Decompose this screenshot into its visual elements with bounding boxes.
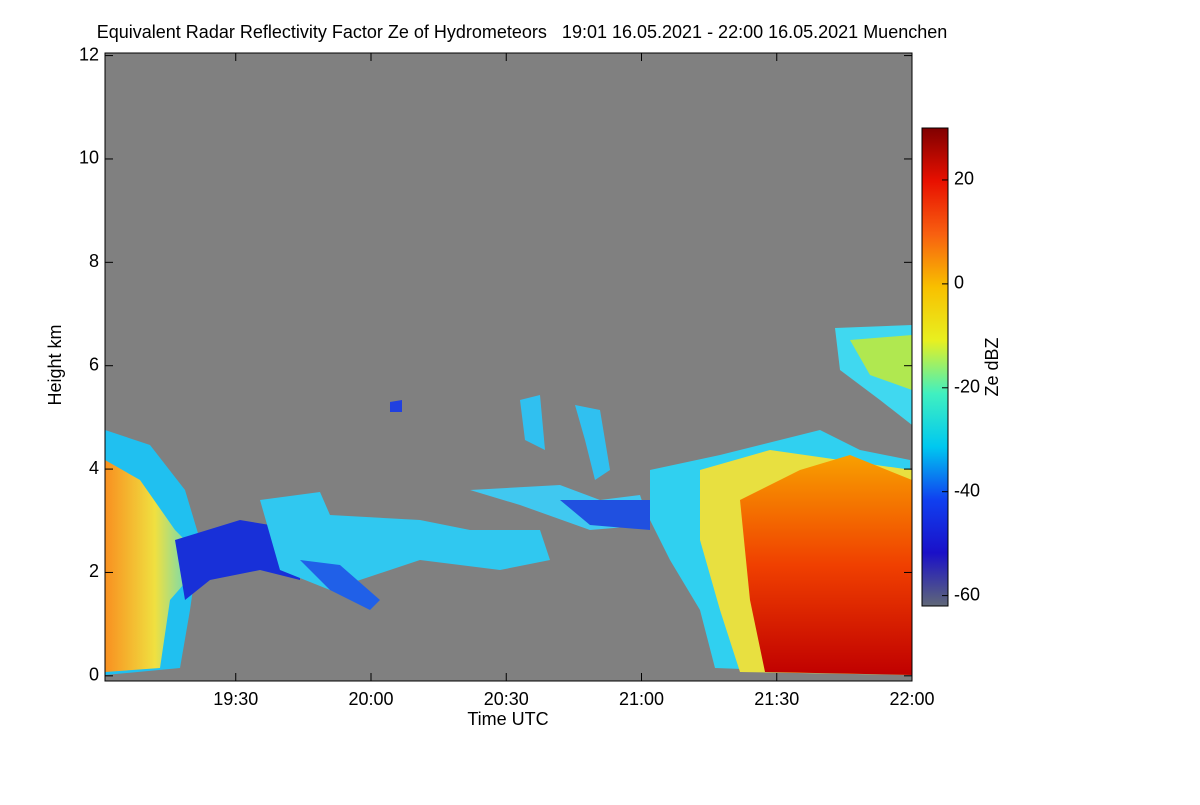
y-tick-label: 4 — [89, 458, 99, 478]
x-tick-label: 19:30 — [213, 689, 258, 709]
x-tick-label: 20:00 — [348, 689, 393, 709]
y-tick-label: 10 — [79, 148, 99, 168]
colorbar-tick-label: -20 — [954, 377, 980, 397]
x-tick-label: 20:30 — [484, 689, 529, 709]
x-axis-label: Time UTC — [467, 709, 548, 729]
x-tick-label: 21:00 — [619, 689, 664, 709]
y-tick-label: 2 — [89, 561, 99, 581]
x-tick-label: 22:00 — [889, 689, 934, 709]
x-tick-label: 21:30 — [754, 689, 799, 709]
colorbar-tick-label: 0 — [954, 273, 964, 293]
y-tick-label: 12 — [79, 44, 99, 64]
colorbar-tick-label: -60 — [954, 584, 980, 604]
colorbar-label: Ze dBZ — [982, 337, 1002, 396]
chart-title: Equivalent Radar Reflectivity Factor Ze … — [97, 22, 948, 42]
reflectivity-field — [105, 325, 912, 675]
y-axis-label: Height km — [45, 324, 65, 405]
plot-frame — [104, 52, 913, 682]
colorbar — [921, 127, 949, 607]
y-tick-label: 8 — [89, 251, 99, 271]
y-tick-label: 0 — [89, 665, 99, 685]
colorbar-tick-label: -40 — [954, 480, 980, 500]
colorbar-tick-label: 20 — [954, 169, 974, 189]
y-tick-label: 6 — [89, 354, 99, 374]
